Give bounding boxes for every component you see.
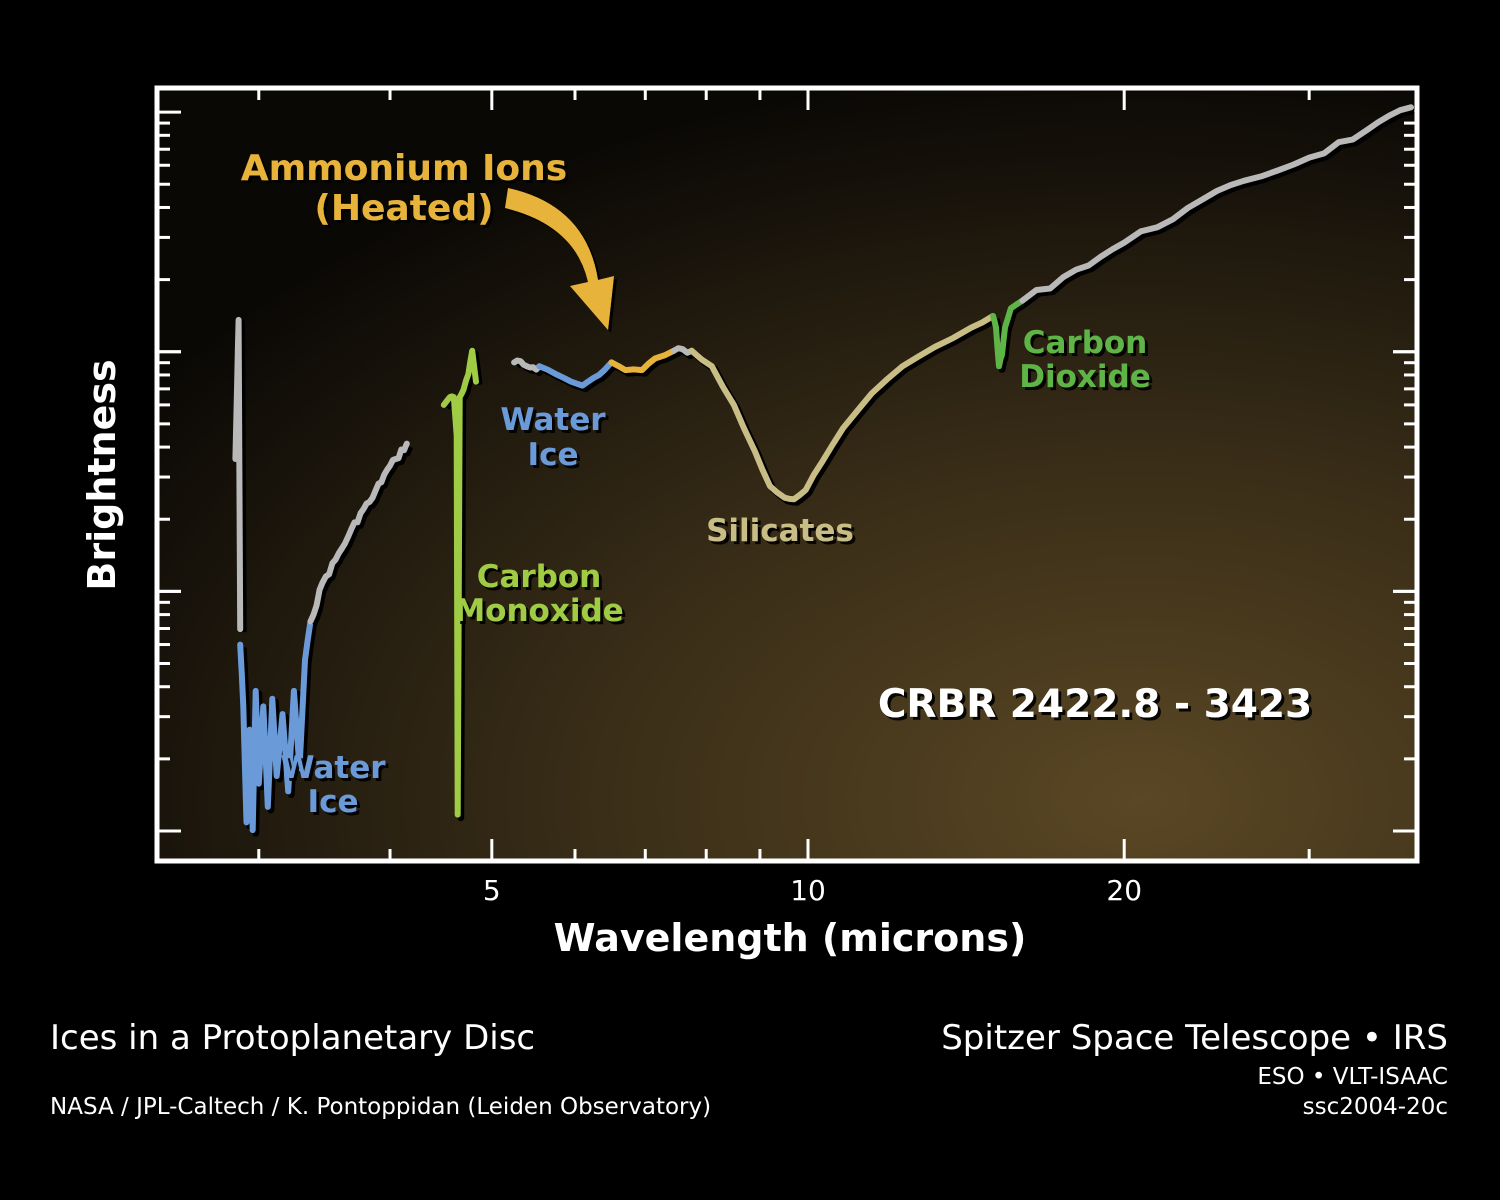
curve-segment-ammonium_ions [608,347,677,374]
curve-segment-shadow-continuum [310,445,414,626]
curve-segment-carbon_dioxide [990,297,1026,370]
x-tick-labels: 5 10 20 [483,874,1142,907]
annotation-co-1: Carbon [477,559,602,595]
x-tick-label: 5 [483,874,501,907]
x-tick-label: 10 [790,874,826,907]
curve-segment-water_ice [237,618,314,834]
curve-segment-continuum [307,440,410,625]
curve-segment-silicates [688,313,996,503]
instrument-line: Spitzer Space Telescope • IRS [941,1018,1448,1058]
annotation-water-ice-mid-1: Water [500,402,606,438]
instrument-line-2: ESO • VLT-ISAAC [1257,1064,1448,1090]
annotation-silicates: Silicates [706,513,854,549]
curve-segment-water_ice [536,359,615,389]
annotation-water-ice-mid-2: Ice [528,437,579,473]
curve-segment-continuum [232,316,244,633]
annotation-ammonium-2: (Heated) [314,188,493,229]
curve-segment-continuum [670,345,695,356]
annotation-co2-1: Carbon [1023,325,1148,361]
figure-title: Ices in a Protoplanetary Disc [50,1018,536,1058]
curve-segment-carbon_monoxide [440,347,479,818]
plot-frame [154,85,1420,864]
image-id: ssc2004-20c [1302,1094,1448,1120]
x-tick-label: 20 [1106,874,1142,907]
annotation-ammonium-1: Ammonium Ions [241,148,567,189]
curve-segment-shadow-continuum [1023,106,1415,307]
annotation-water-ice-left-1: Water [280,750,386,786]
curve-segment-continuum [511,357,543,373]
object-label: CRBR 2422.8 - 3423 [878,682,1312,727]
annotation-co2-2: Dioxide [1019,359,1151,395]
spectrum-curve [232,104,1415,837]
ammonium-arrow [505,188,614,330]
annotation-co-2: Monoxide [454,593,623,629]
x-axis-label: Wavelength (microns) [554,916,1027,960]
y-axis-label: Brightness [80,359,124,590]
figure-credit: NASA / JPL-Caltech / K. Pontoppidan (Lei… [50,1094,712,1120]
curve-segment-continuum [1019,104,1414,304]
annotation-water-ice-left-2: Ice [308,784,359,820]
plot-area [157,88,1417,861]
